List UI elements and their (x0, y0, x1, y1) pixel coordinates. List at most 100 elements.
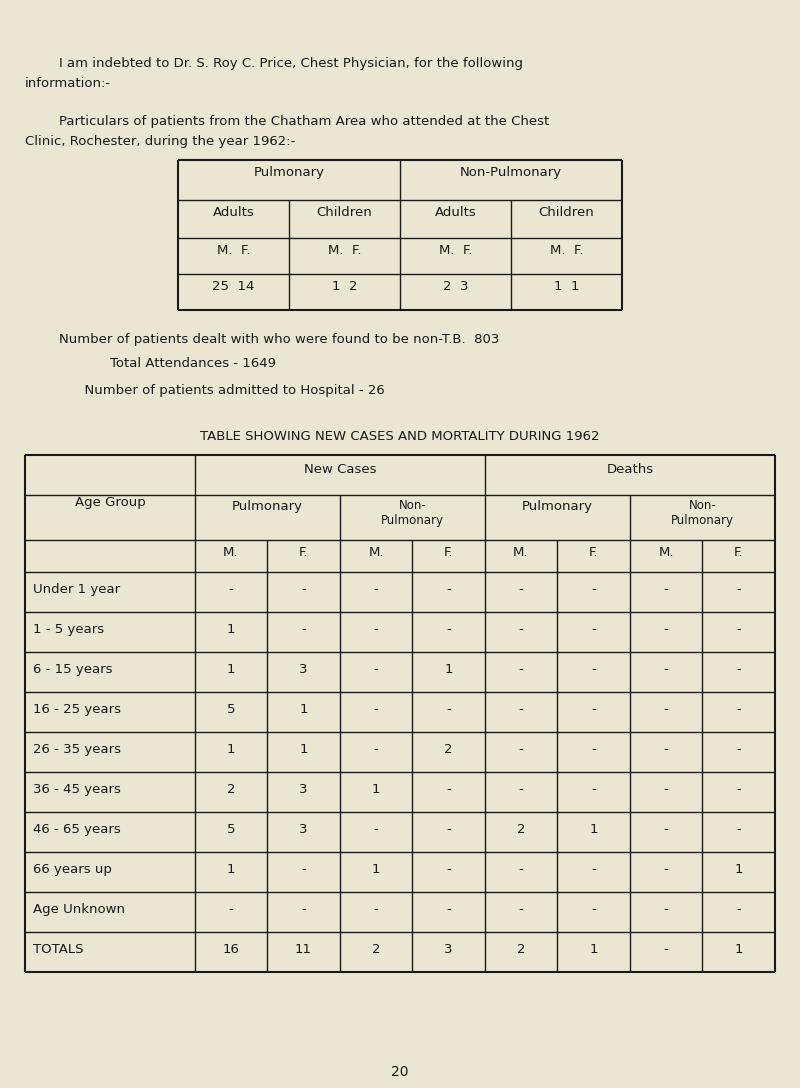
Text: -: - (518, 863, 523, 876)
Text: 1: 1 (299, 743, 308, 756)
Text: -: - (518, 743, 523, 756)
Text: -: - (591, 623, 596, 636)
Text: 1 - 5 years: 1 - 5 years (33, 623, 104, 636)
Text: -: - (446, 623, 451, 636)
Text: M.  F.: M. F. (217, 244, 250, 257)
Text: Number of patients admitted to Hospital - 26: Number of patients admitted to Hospital … (25, 384, 385, 397)
Text: -: - (591, 783, 596, 796)
Text: -: - (518, 703, 523, 716)
Text: M.: M. (223, 546, 238, 559)
Text: 3: 3 (299, 663, 308, 676)
Text: -: - (664, 663, 668, 676)
Text: Children: Children (317, 206, 372, 219)
Text: TOTALS: TOTALS (33, 943, 83, 956)
Text: Non-Pulmonary: Non-Pulmonary (460, 166, 562, 180)
Text: -: - (664, 823, 668, 836)
Text: Adults: Adults (213, 206, 254, 219)
Text: Pulmonary: Pulmonary (254, 166, 325, 180)
Text: Age Group: Age Group (74, 496, 146, 509)
Text: 3: 3 (299, 783, 308, 796)
Text: -: - (664, 863, 668, 876)
Text: -: - (374, 743, 378, 756)
Text: -: - (664, 703, 668, 716)
Text: M.: M. (514, 546, 529, 559)
Text: Non-
Pulmonary: Non- Pulmonary (671, 499, 734, 527)
Text: -: - (736, 663, 741, 676)
Text: -: - (229, 903, 234, 916)
Text: -: - (446, 823, 451, 836)
Text: 2  3: 2 3 (442, 280, 468, 293)
Text: -: - (446, 703, 451, 716)
Text: -: - (591, 743, 596, 756)
Text: Number of patients dealt with who were found to be non-T.B.  803: Number of patients dealt with who were f… (25, 333, 499, 346)
Text: Total Attendances - 1649: Total Attendances - 1649 (25, 357, 276, 370)
Text: Under 1 year: Under 1 year (33, 583, 120, 596)
Text: 2: 2 (517, 943, 526, 956)
Text: -: - (446, 863, 451, 876)
Text: 3: 3 (299, 823, 308, 836)
Text: -: - (736, 583, 741, 596)
Text: -: - (664, 623, 668, 636)
Text: F.: F. (589, 546, 598, 559)
Text: 1: 1 (372, 863, 380, 876)
Text: M.  F.: M. F. (328, 244, 362, 257)
Text: 1: 1 (734, 863, 742, 876)
Text: TABLE SHOWING NEW CASES AND MORTALITY DURING 1962: TABLE SHOWING NEW CASES AND MORTALITY DU… (200, 430, 600, 443)
Text: -: - (301, 903, 306, 916)
Text: -: - (591, 663, 596, 676)
Text: 25  14: 25 14 (212, 280, 254, 293)
Text: F.: F. (298, 546, 308, 559)
Text: -: - (446, 583, 451, 596)
Text: F.: F. (734, 546, 743, 559)
Text: M.  F.: M. F. (438, 244, 472, 257)
Text: 36 - 45 years: 36 - 45 years (33, 783, 121, 796)
Text: 1: 1 (226, 743, 235, 756)
Text: -: - (518, 583, 523, 596)
Text: Clinic, Rochester, during the year 1962:-: Clinic, Rochester, during the year 1962:… (25, 135, 295, 148)
Text: -: - (301, 623, 306, 636)
Text: 1: 1 (226, 863, 235, 876)
Text: -: - (664, 783, 668, 796)
Text: -: - (736, 623, 741, 636)
Text: -: - (736, 903, 741, 916)
Text: New Cases: New Cases (304, 463, 376, 477)
Text: -: - (736, 743, 741, 756)
Text: -: - (664, 743, 668, 756)
Text: 16 - 25 years: 16 - 25 years (33, 703, 121, 716)
Text: M.: M. (658, 546, 674, 559)
Text: 5: 5 (226, 823, 235, 836)
Text: -: - (374, 703, 378, 716)
Text: 1: 1 (590, 823, 598, 836)
Text: M.  F.: M. F. (550, 244, 583, 257)
Text: Pulmonary: Pulmonary (232, 500, 303, 514)
Text: M.: M. (368, 546, 384, 559)
Text: 20: 20 (391, 1065, 409, 1079)
Text: Adults: Adults (434, 206, 476, 219)
Text: -: - (374, 583, 378, 596)
Text: -: - (591, 583, 596, 596)
Text: -: - (374, 823, 378, 836)
Text: -: - (446, 903, 451, 916)
Text: -: - (664, 583, 668, 596)
Text: -: - (301, 863, 306, 876)
Text: -: - (591, 703, 596, 716)
Text: -: - (664, 943, 668, 956)
Text: 1: 1 (372, 783, 380, 796)
Text: 6 - 15 years: 6 - 15 years (33, 663, 113, 676)
Text: -: - (374, 663, 378, 676)
Text: 66 years up: 66 years up (33, 863, 112, 876)
Text: -: - (229, 583, 234, 596)
Text: -: - (446, 783, 451, 796)
Text: 3: 3 (444, 943, 453, 956)
Text: 1  1: 1 1 (554, 280, 579, 293)
Text: 11: 11 (295, 943, 312, 956)
Text: -: - (518, 903, 523, 916)
Text: -: - (374, 903, 378, 916)
Text: I am indebted to Dr. S. Roy C. Price, Chest Physician, for the following: I am indebted to Dr. S. Roy C. Price, Ch… (25, 57, 523, 70)
Text: -: - (736, 783, 741, 796)
Text: -: - (518, 663, 523, 676)
Text: 1: 1 (226, 623, 235, 636)
Text: 2: 2 (444, 743, 453, 756)
Text: -: - (301, 583, 306, 596)
Text: 1: 1 (299, 703, 308, 716)
